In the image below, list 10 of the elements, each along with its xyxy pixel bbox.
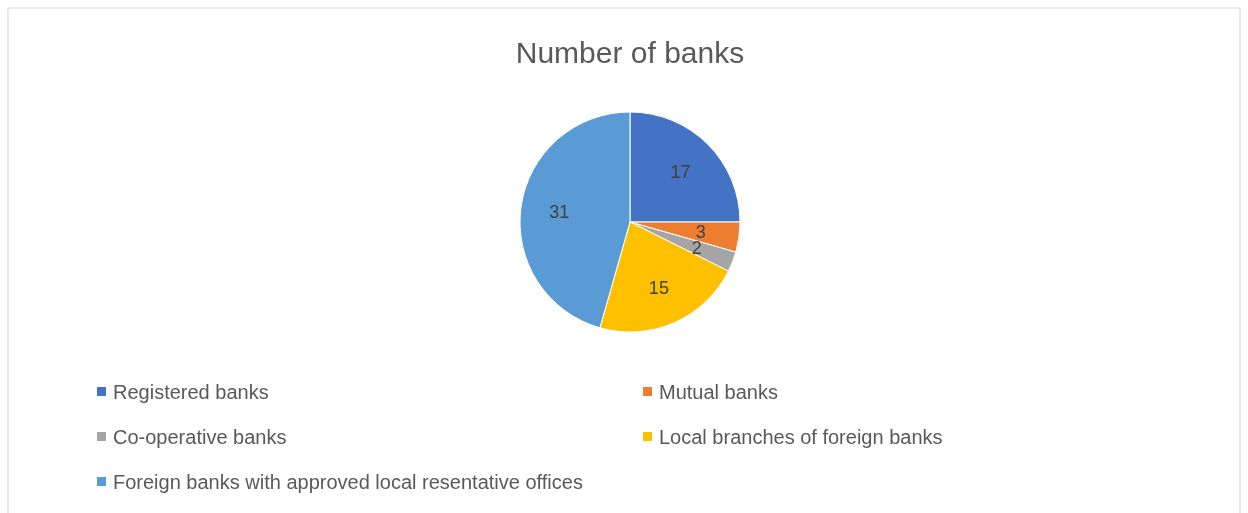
- legend-label: Local branches of foreign banks: [659, 426, 943, 448]
- data-label: 17: [670, 161, 691, 182]
- data-label: 31: [549, 202, 570, 223]
- legend-label: Foreign banks with approved local resentative offices: [113, 471, 583, 493]
- chart-title: Number of banks: [515, 36, 745, 69]
- legend-label: Registered banks: [113, 381, 269, 403]
- data-label: 2: [691, 238, 702, 259]
- legend-label: Mutual banks: [659, 381, 778, 403]
- legend-label: Co-operative banks: [113, 426, 287, 448]
- data-label: 15: [648, 277, 669, 298]
